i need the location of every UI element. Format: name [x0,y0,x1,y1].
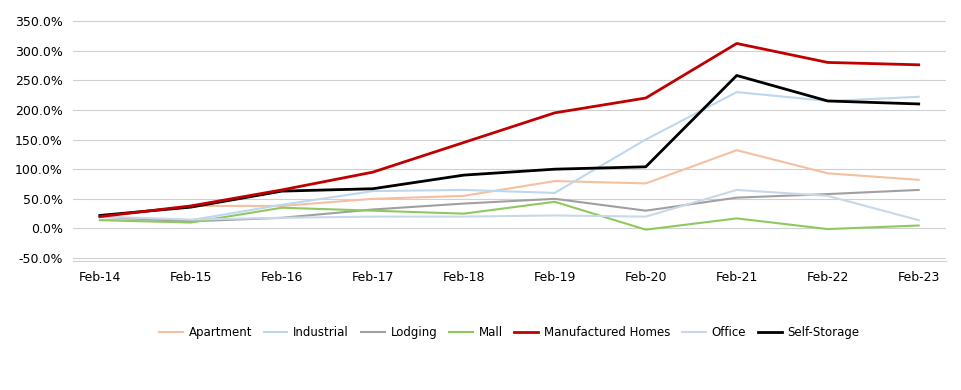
Legend: Apartment, Industrial, Lodging, Mall, Manufactured Homes, Office, Self-Storage: Apartment, Industrial, Lodging, Mall, Ma… [155,321,864,344]
